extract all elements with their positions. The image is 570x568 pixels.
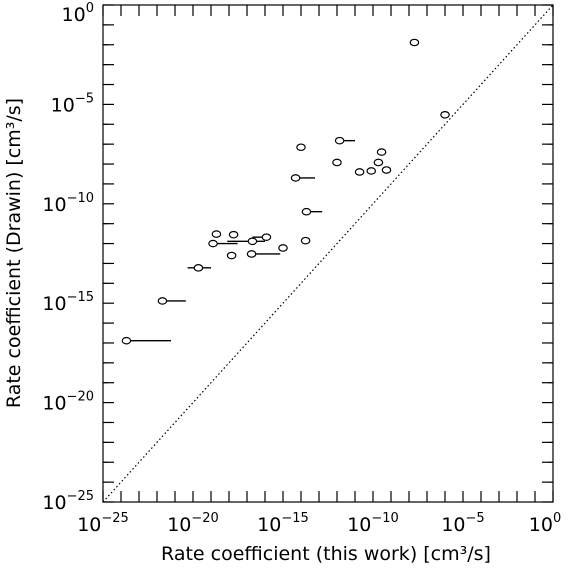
data-point	[226, 251, 237, 260]
identity-line-layer	[102, 4, 554, 503]
data-point	[261, 233, 272, 241]
data-point	[296, 143, 306, 152]
data-point	[354, 168, 365, 176]
data-point	[409, 38, 420, 47]
y-tick-label: 10−25	[42, 489, 94, 514]
data-point	[373, 158, 384, 167]
x-tick-label: 100	[529, 511, 561, 536]
data-point	[440, 110, 450, 119]
data-point	[381, 166, 392, 174]
data-point	[334, 136, 345, 145]
data-point	[300, 236, 311, 245]
data-point	[366, 167, 377, 175]
plot-frame	[102, 4, 554, 503]
data-point	[193, 264, 204, 272]
data-point	[290, 174, 301, 182]
identity-line	[102, 4, 554, 503]
y-tick-label: 100	[62, 1, 94, 26]
data-points-layer	[121, 38, 450, 345]
data-point	[332, 158, 342, 167]
data-point	[211, 230, 222, 238]
y-tick-label: 10−10	[42, 191, 94, 216]
y-tick-label: 10−20	[42, 390, 94, 415]
plot-border	[102, 4, 554, 503]
x-tick-label: 10−15	[257, 511, 309, 536]
y-axis-title: Rate coefficient (Drawin) [cm³/s]	[3, 98, 25, 408]
data-point	[278, 244, 288, 252]
data-point	[376, 148, 387, 156]
data-point	[246, 250, 257, 258]
x-tick-label: 10−20	[167, 511, 219, 536]
x-tick-label: 10−25	[77, 511, 129, 536]
data-point	[121, 336, 132, 345]
x-tick-label: 10−5	[441, 511, 484, 536]
y-tick-label: 10−15	[42, 290, 94, 315]
x-axis-title: Rate coefficient (this work) [cm³/s]	[161, 543, 491, 565]
y-tick-label: 10−5	[51, 91, 94, 116]
data-point	[247, 237, 258, 246]
x-tick-label: 10−10	[347, 511, 399, 536]
data-point	[228, 230, 239, 239]
data-point	[301, 207, 312, 216]
axis-ticks-layer: 10−25 10−20 10−15 10−10 10−5 100 10−25 10−20 10−…	[42, 1, 561, 536]
data-point	[157, 297, 168, 305]
data-point	[208, 239, 218, 248]
